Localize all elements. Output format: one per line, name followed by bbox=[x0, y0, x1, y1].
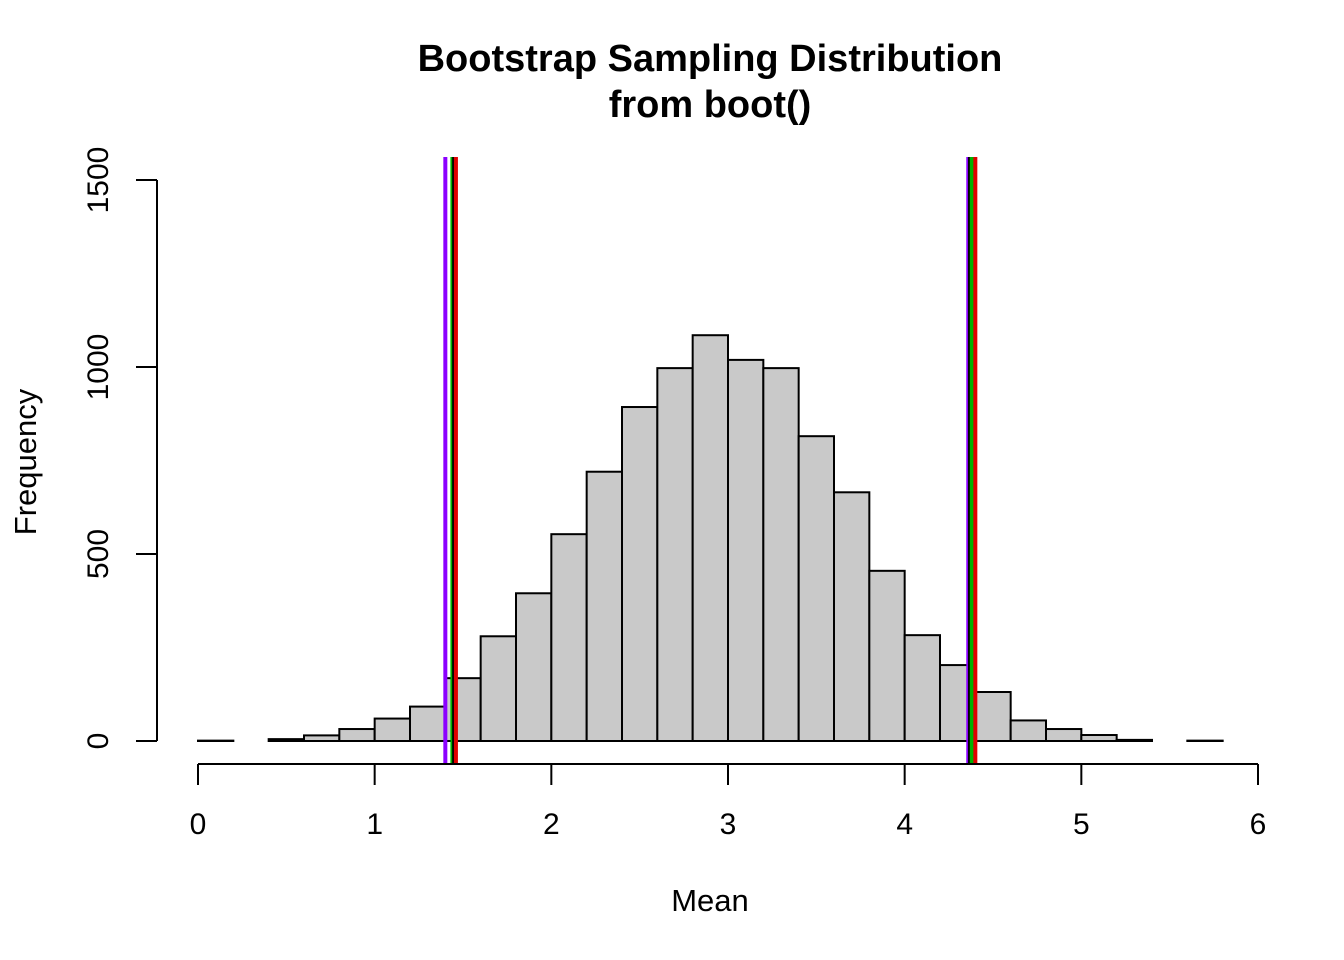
chart-title: Bootstrap Sampling Distribution bbox=[418, 38, 1003, 80]
y-axis-label: Frequency bbox=[8, 388, 43, 535]
chart-subtitle: from boot() bbox=[609, 84, 812, 126]
x-axis-label: Mean bbox=[671, 883, 749, 918]
histogram-bar-5 bbox=[373, 717, 411, 742]
histogram-bar-26 bbox=[1115, 738, 1153, 742]
y-tick-label-1: 500 bbox=[82, 529, 115, 579]
y-tick-label-3: 1500 bbox=[82, 147, 115, 214]
y-tick-label-2: 1000 bbox=[82, 334, 115, 401]
histogram-bar-18 bbox=[833, 491, 871, 743]
histogram-bar-4 bbox=[338, 728, 376, 742]
histogram-bar-11 bbox=[585, 470, 624, 742]
interval-lines bbox=[443, 157, 978, 763]
x-tick-label-4: 4 bbox=[896, 808, 913, 841]
histogram-bar-20 bbox=[903, 634, 942, 743]
y-axis: 0 500 1000 1500 bbox=[82, 147, 158, 750]
x-tick-label-2: 2 bbox=[543, 808, 560, 841]
y-tick-label-0: 0 bbox=[82, 733, 115, 750]
histogram-bar-8 bbox=[479, 635, 517, 743]
histogram-bar-12 bbox=[621, 406, 659, 742]
histogram-bar-23 bbox=[1009, 719, 1048, 742]
x-tick-label-6: 6 bbox=[1250, 808, 1267, 841]
histogram-bar-16 bbox=[762, 367, 800, 742]
histogram-bar-25 bbox=[1080, 734, 1118, 742]
histogram-bar-15 bbox=[727, 358, 765, 742]
histogram-bar-14 bbox=[691, 334, 730, 742]
histogram-bar-6 bbox=[409, 705, 447, 742]
x-tick-label-5: 5 bbox=[1073, 808, 1090, 841]
x-tick-label-0: 0 bbox=[190, 808, 207, 841]
histogram-bar-10 bbox=[550, 533, 588, 742]
histogram-bar-22 bbox=[974, 691, 1012, 742]
histogram-bar-17 bbox=[797, 435, 836, 742]
x-tick-label-3: 3 bbox=[720, 808, 737, 841]
histogram-bar-13 bbox=[656, 367, 694, 742]
histogram-bar-9 bbox=[515, 592, 553, 743]
histogram-bar-19 bbox=[868, 569, 906, 743]
histogram-bars bbox=[197, 334, 1224, 743]
histogram-bar-3 bbox=[303, 734, 341, 743]
histogram-bar-24 bbox=[1045, 728, 1083, 742]
histogram-bar-2 bbox=[267, 738, 305, 743]
x-tick-label-1: 1 bbox=[366, 808, 383, 841]
x-axis: 0 1 2 3 4 5 6 bbox=[190, 763, 1267, 841]
